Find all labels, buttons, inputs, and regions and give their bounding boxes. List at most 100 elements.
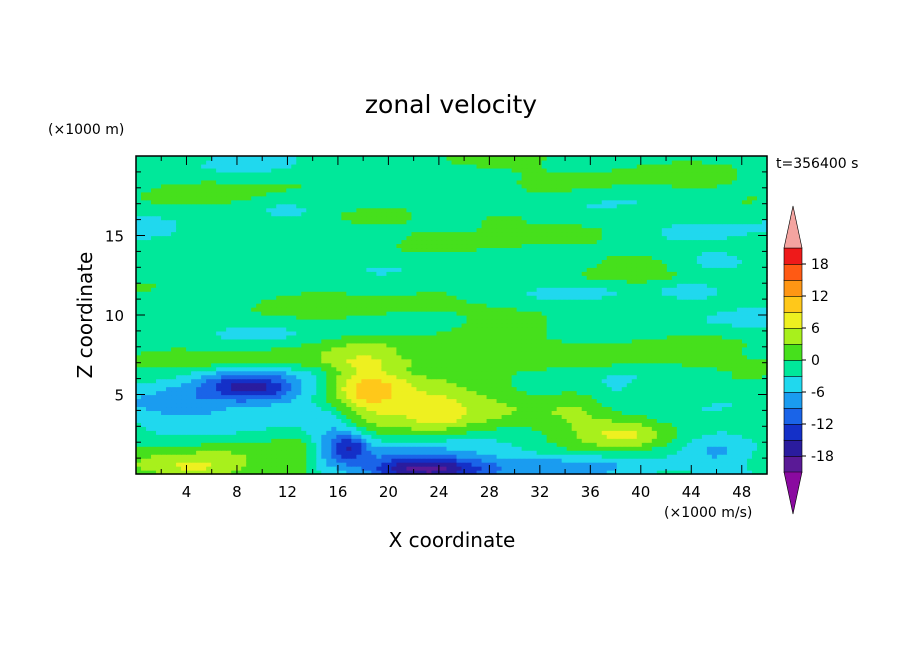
- contour-cell: [666, 398, 673, 404]
- contour-cell: [446, 390, 453, 396]
- contour-cell: [676, 358, 683, 364]
- contour-cell: [181, 450, 187, 455]
- contour-cell: [406, 446, 413, 451]
- contour-cell: [506, 454, 513, 459]
- contour-cell: [251, 410, 257, 415]
- contour-cell: [476, 442, 483, 447]
- contour-cell: [436, 438, 443, 443]
- contour-cell: [401, 374, 408, 380]
- contour-cell: [486, 450, 493, 455]
- contour-cell: [301, 390, 307, 396]
- contour-cell: [441, 330, 448, 336]
- contour-cell: [421, 334, 428, 340]
- contour-cell: [611, 378, 618, 384]
- contour-cell: [701, 442, 708, 447]
- contour-cell: [246, 430, 252, 435]
- contour-cell: [176, 346, 182, 352]
- contour-cell: [591, 438, 598, 443]
- contour-cell: [141, 390, 147, 396]
- contour-cell: [546, 330, 553, 336]
- contour-cell: [586, 322, 593, 328]
- contour-cell: [721, 434, 728, 439]
- contour-cell: [606, 338, 613, 344]
- contour-cell: [521, 358, 528, 364]
- contour-cell: [416, 434, 423, 439]
- contour-cell: [406, 402, 413, 408]
- contour-cell: [561, 342, 568, 348]
- contour-cell: [586, 438, 593, 443]
- contour-cell: [586, 342, 593, 348]
- contour-cell: [261, 438, 267, 443]
- contour-cell: [491, 402, 498, 408]
- contour-cell: [716, 338, 723, 344]
- contour-cell: [406, 386, 413, 392]
- contour-cell: [191, 430, 197, 435]
- contour-cell: [371, 318, 377, 324]
- contour-cell: [706, 458, 713, 463]
- contour-cell: [621, 342, 628, 348]
- contour-cell: [656, 446, 663, 451]
- contour-cell: [506, 346, 513, 352]
- contour-cell: [656, 430, 663, 435]
- contour-cell: [676, 414, 683, 419]
- contour-cell: [281, 342, 287, 348]
- contour-cell: [311, 406, 317, 412]
- contour-cell: [511, 378, 518, 384]
- contour-cell: [286, 394, 292, 400]
- contour-cell: [691, 446, 698, 451]
- contour-cell: [226, 438, 232, 443]
- contour-cell: [451, 394, 458, 400]
- contour-cell: [651, 446, 658, 451]
- contour-cell: [316, 386, 322, 392]
- contour-cell: [636, 342, 643, 348]
- contour-cell: [631, 434, 638, 439]
- contour-cell: [751, 434, 758, 439]
- contour-cell: [506, 334, 513, 340]
- contour-cell: [591, 398, 598, 404]
- contour-cell: [421, 326, 428, 332]
- contour-cell: [571, 362, 578, 368]
- contour-cell: [601, 418, 608, 423]
- contour-cell: [626, 322, 633, 328]
- contour-cell: [511, 318, 518, 324]
- contour-cell: [616, 322, 623, 328]
- contour-cell: [456, 462, 463, 467]
- contour-cell: [541, 434, 548, 439]
- contour-cell: [641, 462, 648, 467]
- contour-cell: [741, 342, 748, 348]
- contour-cell: [286, 454, 292, 459]
- contour-cell: [436, 398, 443, 404]
- contour-cell: [686, 354, 693, 360]
- contour-cell: [266, 322, 272, 328]
- contour-cell: [306, 326, 312, 332]
- contour-cell: [666, 466, 673, 471]
- contour-cell: [451, 414, 458, 419]
- contour-cell: [621, 386, 628, 392]
- contour-cell: [171, 462, 177, 467]
- contour-cell: [156, 382, 162, 388]
- contour-cell: [456, 426, 463, 431]
- contour-cell: [541, 454, 548, 459]
- contour-cell: [571, 366, 578, 372]
- contour-cell: [466, 434, 473, 439]
- contour-cell: [256, 466, 262, 471]
- contour-cell: [411, 426, 418, 431]
- contour-cell: [361, 454, 367, 459]
- contour-cell: [716, 354, 723, 360]
- contour-cell: [391, 458, 398, 463]
- contour-cell: [516, 430, 523, 435]
- contour-cell: [236, 350, 242, 356]
- contour-cell: [586, 394, 593, 400]
- contour-cell: [616, 458, 623, 463]
- contour-cell: [741, 354, 748, 360]
- contour-cell: [321, 414, 327, 419]
- contour-cell: [221, 410, 227, 415]
- contour-cell: [166, 390, 172, 396]
- contour-cell: [731, 454, 738, 459]
- contour-cell: [551, 346, 558, 352]
- contour-cell: [556, 426, 563, 431]
- contour-cell: [216, 370, 222, 376]
- contour-cell: [731, 386, 738, 392]
- contour-cell: [721, 322, 728, 328]
- contour-cell: [211, 454, 217, 459]
